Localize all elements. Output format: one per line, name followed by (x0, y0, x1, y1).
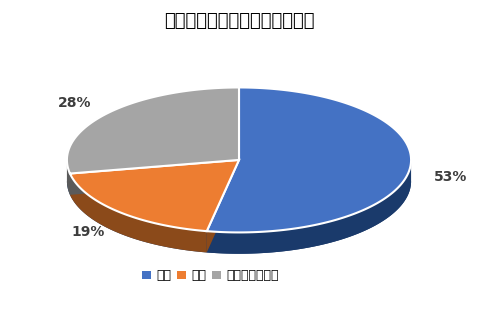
Polygon shape (70, 160, 239, 195)
Polygon shape (70, 174, 207, 252)
Polygon shape (67, 87, 239, 174)
Text: ヴォクシーの燃費の満足度調査: ヴォクシーの燃費の満足度調査 (164, 12, 314, 30)
Polygon shape (207, 160, 239, 252)
Polygon shape (67, 160, 70, 195)
Polygon shape (207, 87, 411, 232)
Legend: 満足, 不満, どちらでもない: 満足, 不満, どちらでもない (137, 264, 283, 287)
Text: 19%: 19% (72, 225, 105, 239)
Polygon shape (207, 160, 239, 252)
Text: 53%: 53% (434, 170, 467, 184)
Text: 28%: 28% (58, 96, 92, 110)
Polygon shape (70, 160, 239, 195)
Polygon shape (70, 160, 239, 231)
Polygon shape (207, 160, 411, 254)
Polygon shape (67, 181, 411, 254)
